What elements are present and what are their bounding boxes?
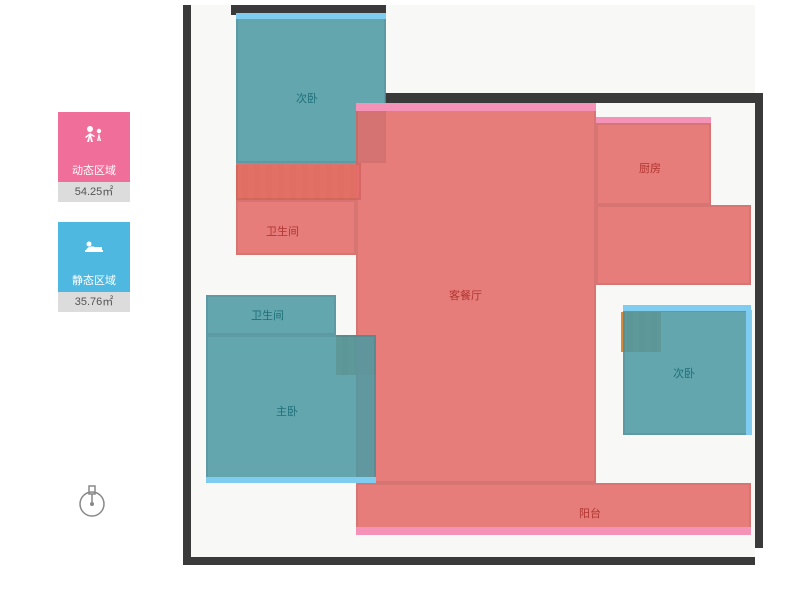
rest-icon	[58, 222, 130, 270]
room-label-master-bedroom: 主卧	[276, 403, 298, 419]
pink-accent	[356, 527, 751, 535]
legend: 动态区域 54.25㎡ 静态区域 35.76㎡	[58, 112, 130, 332]
pink-accent	[596, 117, 711, 123]
blue-accent	[746, 310, 752, 435]
people-icon	[58, 112, 130, 160]
wall-segment	[385, 93, 760, 103]
legend-static-value: 35.76㎡	[58, 292, 130, 312]
floorplan: 次卧卫生间厨房客餐厅卫生间主卧次卧阳台	[183, 5, 755, 565]
room-balcony	[356, 483, 751, 533]
room-label-balcony: 阳台	[579, 505, 601, 521]
room-living-ext-right	[596, 205, 751, 285]
legend-dynamic-label: 动态区域	[58, 160, 130, 182]
legend-static: 静态区域 35.76㎡	[58, 222, 130, 312]
compass-icon	[72, 480, 112, 520]
room-label-sec-bedroom-top: 次卧	[296, 90, 318, 106]
pink-accent	[356, 103, 596, 111]
blue-accent	[623, 305, 751, 311]
blue-accent	[206, 477, 376, 483]
room-label-kitchen: 厨房	[639, 160, 661, 176]
legend-static-label: 静态区域	[58, 270, 130, 292]
room-label-sec-bedroom-right: 次卧	[673, 365, 695, 381]
room-label-living: 客餐厅	[449, 287, 482, 303]
legend-dynamic-value: 54.25㎡	[58, 182, 130, 202]
wall-segment	[755, 93, 763, 548]
legend-dynamic: 动态区域 54.25㎡	[58, 112, 130, 202]
blue-accent	[236, 13, 386, 19]
room-label-bathroom-1: 卫生间	[266, 223, 299, 239]
room-label-bathroom-2: 卫生间	[251, 307, 284, 323]
room-living-ext-left	[236, 163, 361, 200]
